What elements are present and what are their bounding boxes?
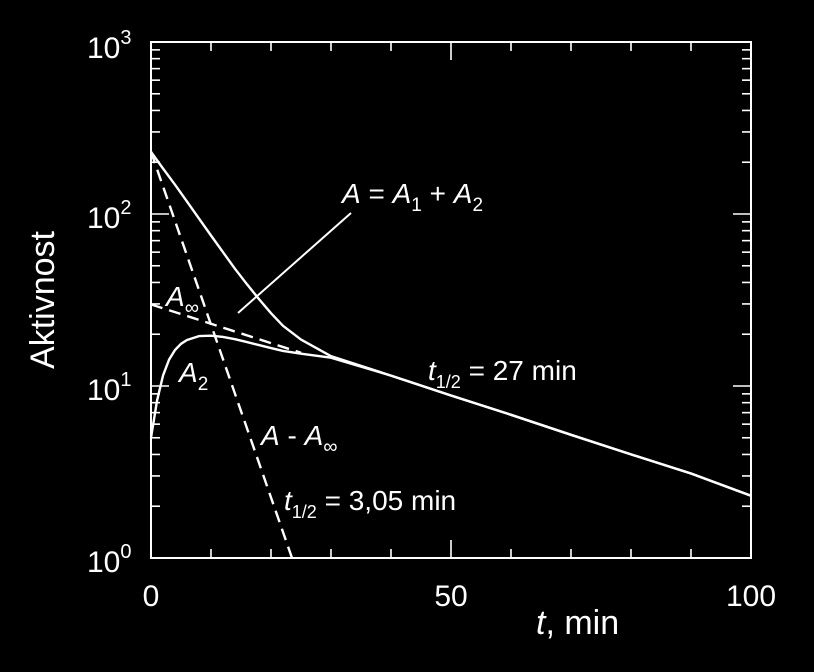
annotation-half-life-305: t1/2 = 3,05 min [284,485,456,522]
y-tick-label-0: 100 [87,541,132,579]
series-A_inf [150,303,302,354]
x-tick-label-0: 0 [143,580,160,613]
x-axis-title: t, min [536,604,619,642]
annotation-a-inf: A∞ [164,281,199,319]
annotation-half-life-27: t1/2 = 27 min [428,355,577,392]
x-tick-label-50: 50 [434,580,467,613]
y-axis-title: Aktivnost [24,230,62,368]
series-A_minus_Ainf [149,151,294,559]
series-A2 [149,334,752,497]
plot-frame [150,41,752,559]
y-tick-label-2: 102 [87,197,132,235]
annotation-a2: A2 [177,357,208,395]
annotation-pointer [237,212,352,314]
y-tick-label-3: 103 [87,27,132,65]
x-tick-label-100: 100 [726,580,776,613]
y-tick-label-1: 101 [87,369,132,407]
annotation-total: A = A1 + A2 [340,178,483,216]
annotation-a-minus-ainf: A - A∞ [259,420,338,458]
series-group [149,151,752,559]
